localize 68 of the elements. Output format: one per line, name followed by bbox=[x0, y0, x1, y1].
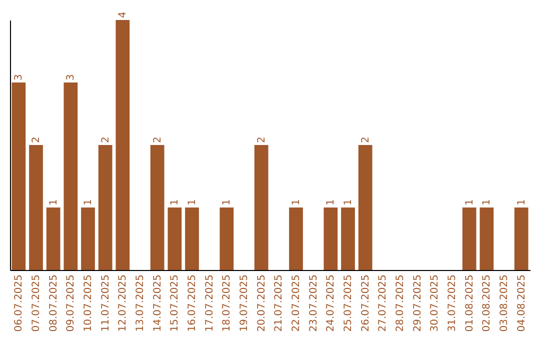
x-tick-label: 29.07.2025 bbox=[412, 274, 424, 332]
x-tick-label: 16.07.2025 bbox=[187, 274, 198, 332]
data-label: 1 bbox=[291, 199, 302, 206]
data-label: 1 bbox=[464, 199, 476, 206]
bar bbox=[220, 208, 234, 270]
data-label: 1 bbox=[326, 199, 337, 206]
x-tick-label: 06.07.2025 bbox=[14, 274, 25, 332]
x-tick-label: 31.07.2025 bbox=[447, 274, 458, 332]
x-tick-label: 13.07.2025 bbox=[135, 274, 146, 332]
x-tick-label: 04.08.2025 bbox=[516, 274, 528, 332]
x-tick-label: 22.07.2025 bbox=[291, 274, 302, 332]
x-tick-label: 08.07.2025 bbox=[48, 274, 60, 332]
data-label: 2 bbox=[256, 136, 268, 143]
x-tick-label: 17.07.2025 bbox=[204, 274, 216, 332]
bar bbox=[289, 208, 303, 270]
x-tick-label: 28.07.2025 bbox=[395, 274, 406, 332]
x-tick-label: 19.07.2025 bbox=[239, 274, 250, 332]
x-tick-label: 12.07.2025 bbox=[118, 274, 129, 332]
x-tick-label: 01.08.2025 bbox=[464, 274, 476, 332]
x-tick-label: 30.07.2025 bbox=[430, 274, 441, 332]
bar bbox=[185, 208, 199, 270]
data-label: 3 bbox=[66, 74, 77, 80]
x-tick-label: 07.07.2025 bbox=[31, 274, 42, 332]
bar bbox=[168, 208, 182, 270]
bar bbox=[46, 208, 60, 270]
bar bbox=[462, 208, 476, 270]
x-tick-label: 23.07.2025 bbox=[308, 274, 320, 332]
data-label: 1 bbox=[516, 199, 528, 206]
x-tick-label: 18.07.2025 bbox=[222, 274, 233, 332]
data-label: 1 bbox=[482, 199, 493, 206]
x-tick-label: 15.07.2025 bbox=[170, 274, 181, 332]
bar bbox=[514, 208, 528, 270]
x-tick-label: 11.07.2025 bbox=[100, 274, 112, 332]
data-label: 1 bbox=[83, 199, 94, 206]
bar bbox=[98, 145, 112, 270]
x-tick-label: 10.07.2025 bbox=[83, 274, 94, 332]
bar bbox=[358, 145, 372, 270]
x-tick-label: 24.07.2025 bbox=[326, 274, 337, 332]
x-tick-label: 26.07.2025 bbox=[360, 274, 372, 332]
bar bbox=[12, 82, 26, 270]
data-label: 2 bbox=[31, 136, 42, 143]
bar bbox=[81, 208, 95, 270]
x-tick-label: 09.07.2025 bbox=[66, 274, 77, 332]
data-label: 2 bbox=[360, 136, 372, 143]
data-label: 4 bbox=[118, 12, 129, 18]
bar bbox=[324, 208, 338, 270]
bar bbox=[29, 145, 43, 270]
x-tick-label: 20.07.2025 bbox=[256, 274, 268, 332]
bar bbox=[116, 20, 130, 270]
data-label: 1 bbox=[222, 199, 233, 206]
data-label: 1 bbox=[170, 199, 181, 206]
bar bbox=[150, 145, 164, 270]
x-tick-label: 14.07.2025 bbox=[152, 274, 164, 332]
data-label: 2 bbox=[152, 136, 164, 143]
bar bbox=[64, 82, 78, 270]
bar bbox=[341, 208, 355, 270]
bar bbox=[254, 145, 268, 270]
data-label: 3 bbox=[14, 74, 25, 80]
x-tick-label: 21.07.2025 bbox=[274, 274, 285, 332]
data-label: 1 bbox=[343, 199, 354, 206]
x-tick-label: 02.08.2025 bbox=[482, 274, 493, 332]
data-label: 1 bbox=[187, 199, 198, 206]
x-tick-label: 27.07.2025 bbox=[378, 274, 389, 332]
data-label: 2 bbox=[100, 136, 112, 143]
bar bbox=[480, 208, 494, 270]
x-tick-label: 25.07.2025 bbox=[343, 274, 354, 332]
data-label: 1 bbox=[48, 199, 60, 206]
x-tick-label: 03.08.2025 bbox=[499, 274, 510, 332]
